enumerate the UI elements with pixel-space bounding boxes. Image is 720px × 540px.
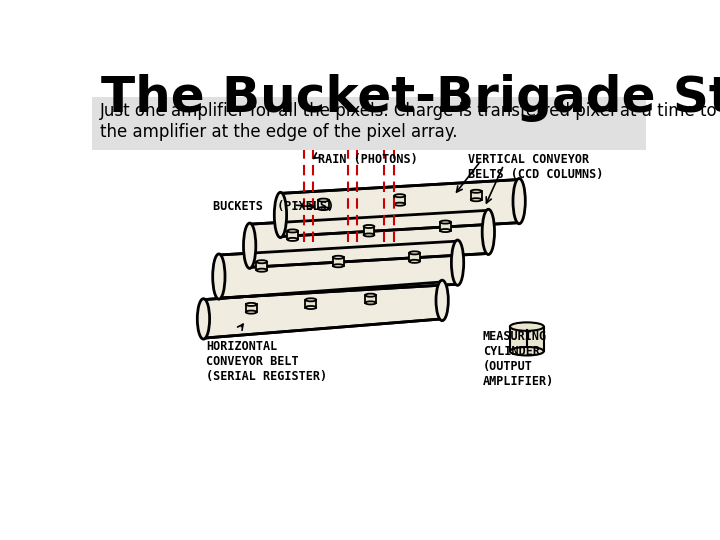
Ellipse shape (440, 220, 451, 224)
Ellipse shape (287, 238, 298, 241)
Ellipse shape (409, 260, 420, 263)
Text: The Bucket-Brigade Structure: The Bucket-Brigade Structure (101, 74, 720, 122)
Bar (395, 195, 405, 204)
Text: Just one amplifier for all the pixels. Charge is transferred pixel at a time to
: Just one amplifier for all the pixels. C… (99, 102, 717, 140)
Bar (318, 200, 329, 208)
Ellipse shape (212, 254, 225, 299)
Ellipse shape (333, 264, 343, 267)
Bar (287, 231, 298, 239)
Ellipse shape (197, 299, 210, 339)
Ellipse shape (395, 194, 405, 197)
Ellipse shape (395, 202, 405, 206)
Polygon shape (219, 241, 457, 298)
Ellipse shape (364, 225, 374, 228)
Ellipse shape (305, 306, 316, 309)
Ellipse shape (409, 251, 420, 254)
Ellipse shape (287, 230, 298, 233)
Text: HORIZONTAL
CONVEYOR BELT
(SERIAL REGISTER): HORIZONTAL CONVEYOR BELT (SERIAL REGISTE… (206, 340, 327, 383)
Polygon shape (250, 211, 488, 267)
Ellipse shape (471, 190, 482, 193)
Text: RAIN (PHOTONS): RAIN (PHOTONS) (318, 153, 418, 166)
Ellipse shape (365, 294, 376, 296)
Text: MEASURING
CYLINDER
(OUTPUT
AMPLIFIER): MEASURING CYLINDER (OUTPUT AMPLIFIER) (483, 330, 554, 388)
Bar (510, 327, 544, 351)
Ellipse shape (318, 207, 329, 210)
Bar (471, 191, 482, 200)
Bar (364, 226, 374, 235)
Polygon shape (281, 179, 519, 237)
Text: BUCKETS  (PIXELS): BUCKETS (PIXELS) (213, 200, 335, 213)
Bar (305, 300, 316, 307)
Bar (92, 97, 647, 150)
Ellipse shape (471, 198, 482, 201)
Ellipse shape (510, 322, 544, 331)
Ellipse shape (365, 301, 376, 305)
Bar (440, 222, 451, 231)
Bar (365, 295, 376, 303)
Text: VERTICAL CONVEYOR
BELTS (CCD COLUMNS): VERTICAL CONVEYOR BELTS (CCD COLUMNS) (467, 153, 603, 181)
Ellipse shape (364, 233, 374, 237)
Bar (256, 262, 267, 270)
Ellipse shape (318, 199, 329, 201)
Ellipse shape (243, 223, 256, 268)
Bar (409, 253, 420, 261)
Ellipse shape (482, 210, 495, 254)
Ellipse shape (440, 229, 451, 232)
Polygon shape (204, 282, 442, 338)
Ellipse shape (305, 298, 316, 301)
Ellipse shape (246, 303, 256, 306)
Ellipse shape (513, 178, 526, 224)
Ellipse shape (333, 256, 343, 259)
Ellipse shape (274, 192, 287, 238)
Ellipse shape (436, 280, 449, 321)
Ellipse shape (256, 269, 267, 272)
Ellipse shape (246, 310, 256, 314)
Ellipse shape (451, 240, 464, 285)
Ellipse shape (510, 347, 544, 355)
Bar (333, 257, 343, 266)
Bar (246, 305, 256, 312)
Ellipse shape (256, 260, 267, 264)
